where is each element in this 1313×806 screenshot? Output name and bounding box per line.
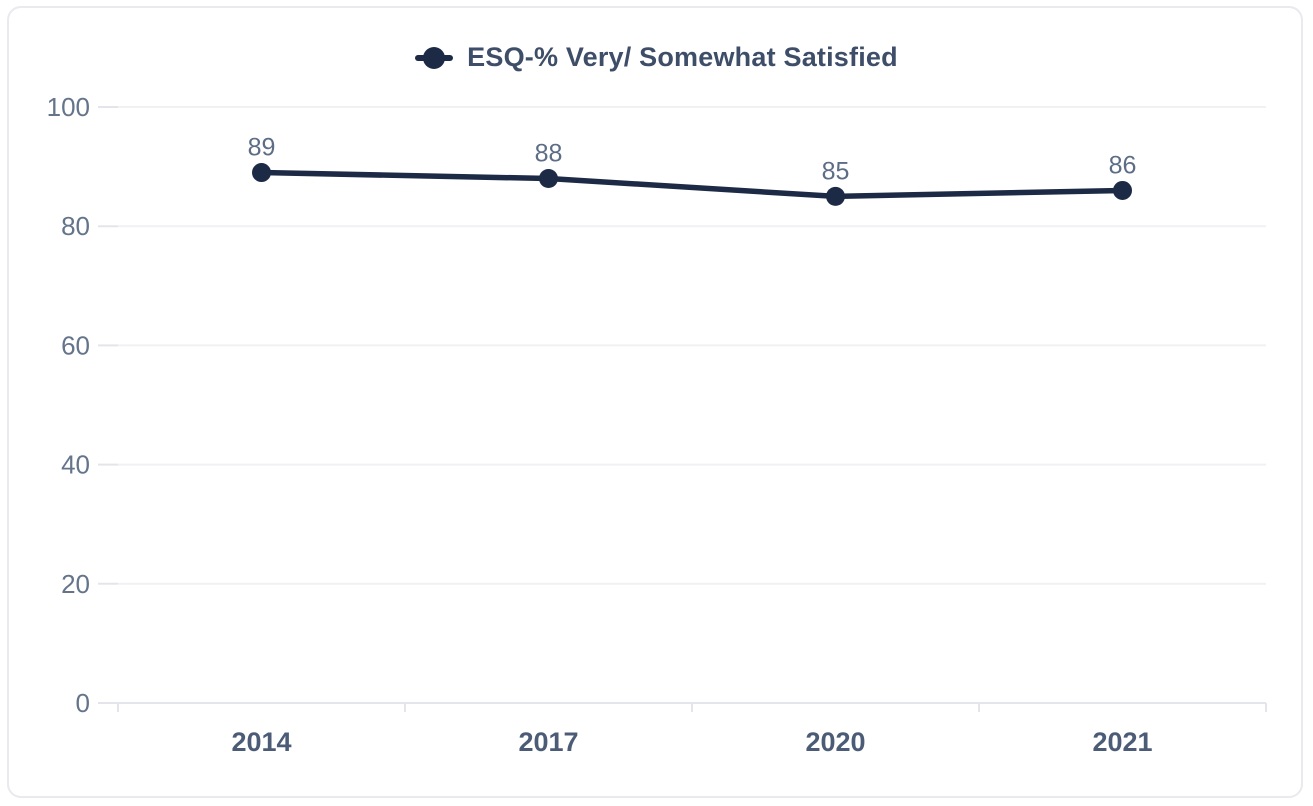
legend-series-marker-icon (415, 46, 454, 69)
data-point-marker (252, 163, 271, 183)
legend-series-label: ESQ-% Very/ Somewhat Satisfied (467, 42, 898, 72)
data-point-marker (539, 169, 558, 189)
data-point-label: 89 (248, 134, 276, 162)
x-tick-label: 2017 (518, 727, 578, 757)
y-tick-label: 60 (61, 330, 90, 360)
y-tick-label: 40 (61, 450, 90, 480)
data-point-marker (1113, 180, 1132, 200)
y-tick-label: 80 (61, 211, 90, 241)
y-tick-label: 20 (61, 569, 90, 599)
data-point-label: 88 (535, 140, 563, 168)
chart-legend[interactable]: ESQ-% Very/ Somewhat Satisfied (0, 42, 1313, 73)
data-point-label: 85 (822, 157, 850, 185)
x-tick-label: 2021 (1092, 727, 1152, 757)
chart-card (7, 6, 1303, 798)
y-tick-label: 0 (76, 688, 90, 718)
series-line (258, 169, 1126, 200)
data-point-marker (826, 186, 845, 206)
data-point-label: 86 (1109, 151, 1137, 179)
x-tick-label: 2014 (231, 727, 291, 757)
legend-dot-swatch (423, 46, 446, 69)
y-tick-label: 100 (47, 92, 90, 122)
x-tick-label: 2020 (805, 727, 865, 757)
